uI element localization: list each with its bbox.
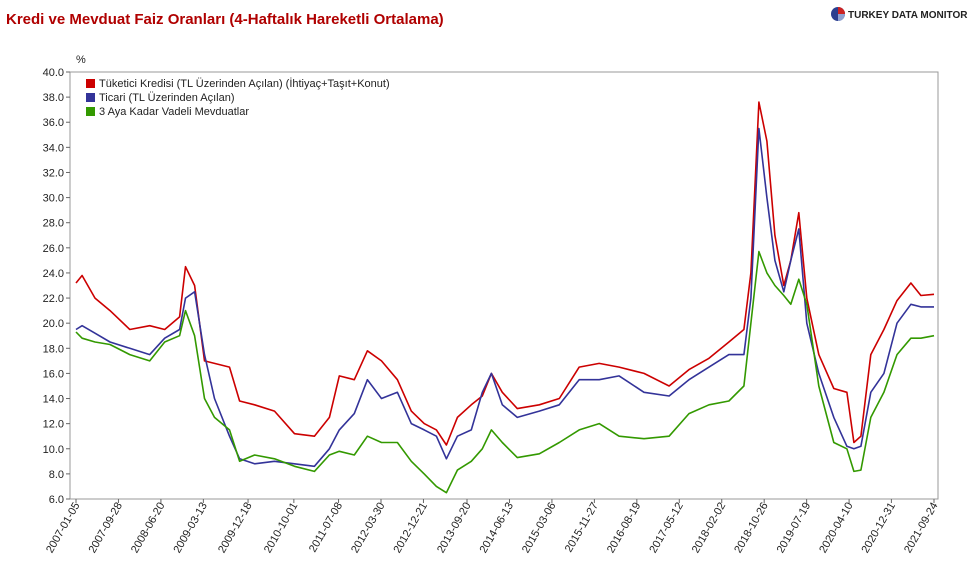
- x-tick-label: 2007-01-05: [44, 501, 83, 556]
- x-tick-label: 2015-03-06: [520, 501, 559, 556]
- x-tick-label: 2020-12-31: [859, 501, 898, 556]
- y-tick-label: 10.0: [43, 444, 64, 456]
- y-tick-label: 18.0: [43, 343, 64, 355]
- y-tick-label: 28.0: [43, 218, 64, 230]
- x-tick-label: 2016-08-19: [605, 501, 644, 556]
- y-tick-label: 36.0: [43, 117, 64, 129]
- x-tick-label: 2014-06-13: [478, 501, 517, 556]
- series-line: [75, 101, 935, 446]
- legend-swatch: [86, 93, 95, 102]
- y-tick-label: 32.0: [43, 167, 64, 179]
- y-tick-label: 24.0: [43, 268, 64, 280]
- x-tick-label: 2012-03-30: [349, 501, 388, 556]
- y-tick-label: 26.0: [43, 243, 64, 255]
- x-tick-label: 2013-09-20: [435, 501, 474, 556]
- x-tick-label: 2008-06-20: [129, 501, 168, 556]
- x-tick-label: 2010-10-01: [262, 501, 301, 556]
- y-tick-label: 16.0: [43, 368, 64, 380]
- y-tick-label: 38.0: [43, 92, 64, 104]
- x-tick-label: 2018-02-02: [690, 501, 729, 556]
- legend-label: 3 Aya Kadar Vadeli Mevduatlar: [99, 106, 249, 118]
- y-tick-label: 12.0: [43, 419, 64, 431]
- y-axis-label: %: [76, 54, 86, 66]
- y-tick-label: 40.0: [43, 67, 64, 79]
- series-line: [75, 250, 935, 494]
- brand-logo: [831, 7, 845, 21]
- x-tick-label: 2015-11-27: [563, 501, 601, 555]
- x-tick-label: 2011-07-08: [307, 501, 345, 555]
- x-tick-label: 2021-09-24: [902, 501, 941, 556]
- chart-title: Kredi ve Mevduat Faiz Oranları (4-Haftal…: [6, 11, 444, 28]
- y-tick-label: 20.0: [43, 318, 64, 330]
- y-tick-label: 22.0: [43, 293, 64, 305]
- legend-swatch: [86, 79, 95, 88]
- plot-frame: [69, 71, 939, 500]
- legend-label: Tüketici Kredisi (TL Üzerinden Açılan) (…: [99, 77, 390, 90]
- y-tick-label: 14.0: [43, 394, 64, 406]
- y-tick-label: 6.0: [49, 494, 64, 506]
- y-tick-label: 8.0: [49, 469, 64, 481]
- x-tick-label: 2017-05-12: [647, 501, 686, 556]
- x-tick-label: 2020-04-10: [817, 501, 856, 556]
- x-tick-label: 2007-09-28: [87, 501, 126, 556]
- y-tick-label: 34.0: [43, 142, 64, 154]
- x-tick-label: 2009-03-13: [171, 501, 210, 556]
- legend-swatch: [86, 107, 95, 116]
- legend-label: Ticari (TL Üzerinden Açılan): [99, 92, 235, 104]
- brand: TURKEY DATA MONITOR: [848, 10, 968, 21]
- x-tick-label: 2019-07-19: [775, 501, 814, 556]
- x-tick-label: 2012-12-21: [392, 501, 431, 556]
- x-tick-label: 2018-10-26: [732, 501, 771, 556]
- x-tick-label: 2009-12-18: [216, 501, 255, 556]
- y-tick-label: 30.0: [43, 193, 64, 205]
